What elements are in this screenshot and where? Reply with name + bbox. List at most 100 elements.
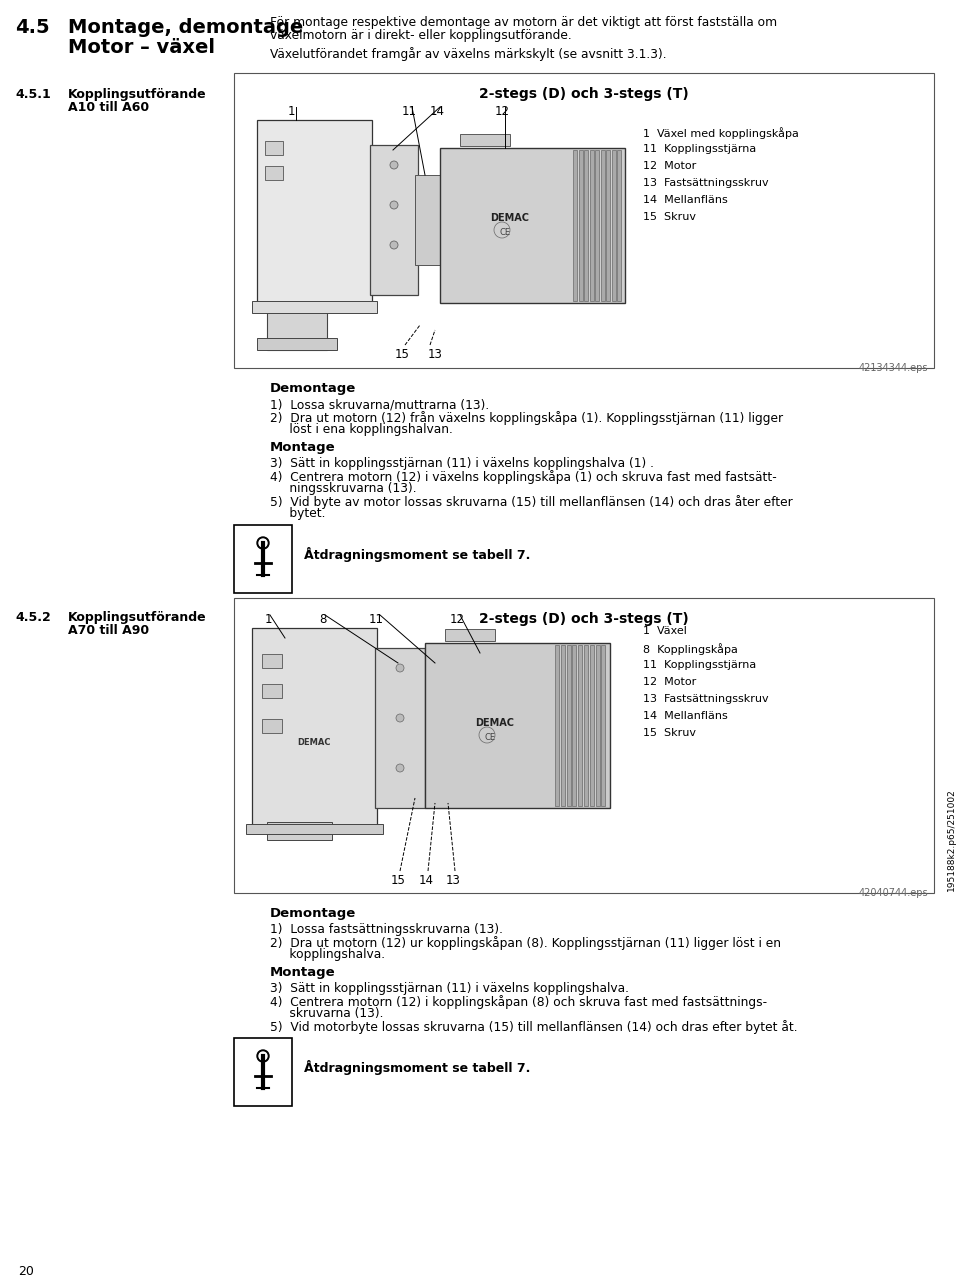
Bar: [566, 645, 570, 806]
Text: 1  Växel: 1 Växel: [643, 626, 686, 636]
Text: 12  Motor: 12 Motor: [643, 161, 696, 171]
Text: 14  Mellanfläns: 14 Mellanfläns: [643, 711, 728, 721]
Bar: [425, 643, 610, 808]
Text: 195188k2.p65/251002: 195188k2.p65/251002: [947, 789, 955, 891]
Bar: [572, 645, 576, 806]
Text: 4.5.1: 4.5.1: [15, 88, 51, 101]
Text: Motor – växel: Motor – växel: [68, 38, 215, 58]
Text: 2-stegs (D) och 3-stegs (T): 2-stegs (D) och 3-stegs (T): [479, 87, 689, 101]
Circle shape: [259, 539, 267, 547]
Text: 2)  Dra ut motorn (12) ur kopplingskåpan (8). Kopplingsstjärnan (11) ligger löst: 2) Dra ut motorn (12) ur kopplingskåpan …: [270, 935, 781, 950]
Text: DEMAC: DEMAC: [298, 737, 331, 748]
Text: löst i ena kopplingshalvan.: löst i ena kopplingshalvan.: [270, 423, 453, 436]
Text: CE: CE: [499, 227, 511, 236]
Bar: [234, 73, 934, 368]
Circle shape: [396, 714, 404, 722]
Bar: [578, 645, 582, 806]
Text: 1)  Lossa skruvarna/muttrarna (13).: 1) Lossa skruvarna/muttrarna (13).: [270, 397, 490, 412]
Text: 1  Växel med kopplingskåpa: 1 Växel med kopplingskåpa: [643, 127, 799, 139]
Text: 12: 12: [449, 613, 465, 626]
Text: Montage, demontage: Montage, demontage: [68, 18, 303, 37]
Text: 12: 12: [494, 105, 510, 118]
Bar: [555, 645, 559, 806]
Bar: [617, 150, 621, 302]
Text: 1: 1: [264, 613, 272, 626]
Bar: [252, 627, 377, 828]
Bar: [595, 150, 599, 302]
Circle shape: [390, 201, 398, 210]
Text: 5)  Vid motorbyte lossas skruvarna (15) till mellanflänsen (14) och dras efter b: 5) Vid motorbyte lossas skruvarna (15) t…: [270, 1020, 798, 1034]
Text: Växelutförandet framgår av växelns märkskylt (se avsnitt 3.1.3).: Växelutförandet framgår av växelns märks…: [270, 47, 666, 61]
Text: 3)  Sätt in kopplingsstjärnan (11) i växelns kopplingshalva (1) .: 3) Sätt in kopplingsstjärnan (11) i växe…: [270, 458, 654, 470]
Text: Demontage: Demontage: [270, 382, 356, 395]
Text: 11: 11: [369, 613, 383, 626]
Text: 4.5: 4.5: [15, 18, 50, 37]
Bar: [589, 645, 594, 806]
Text: Åtdragningsmoment se tabell 7.: Åtdragningsmoment se tabell 7.: [304, 547, 530, 562]
Bar: [589, 150, 593, 302]
Bar: [267, 822, 332, 840]
Bar: [584, 150, 588, 302]
Bar: [257, 337, 337, 350]
Text: 15: 15: [391, 874, 405, 887]
Text: Montage: Montage: [270, 966, 336, 979]
Text: 13: 13: [427, 348, 443, 360]
Bar: [262, 654, 282, 668]
Bar: [370, 144, 418, 295]
Text: För montage respektive demontage av motorn är det viktigt att först fastställa o: För montage respektive demontage av moto…: [270, 17, 778, 29]
Bar: [601, 645, 606, 806]
Text: 8  Kopplingskåpa: 8 Kopplingskåpa: [643, 643, 738, 654]
Bar: [440, 148, 625, 303]
Text: 42134344.eps: 42134344.eps: [858, 363, 928, 373]
Text: 2-stegs (D) och 3-stegs (T): 2-stegs (D) och 3-stegs (T): [479, 612, 689, 626]
Text: 20: 20: [18, 1265, 34, 1278]
Bar: [234, 1038, 292, 1105]
Text: A70 till A90: A70 till A90: [68, 624, 149, 636]
Text: 11: 11: [401, 105, 417, 118]
Text: kopplingshalva.: kopplingshalva.: [270, 948, 385, 961]
Bar: [415, 175, 440, 265]
Text: 3)  Sätt in kopplingsstjärnan (11) i växelns kopplingshalva.: 3) Sätt in kopplingsstjärnan (11) i växe…: [270, 982, 629, 996]
Text: Demontage: Demontage: [270, 907, 356, 920]
Circle shape: [390, 161, 398, 169]
Bar: [573, 150, 577, 302]
Bar: [262, 684, 282, 698]
Text: Åtdragningsmoment se tabell 7.: Åtdragningsmoment se tabell 7.: [304, 1059, 530, 1075]
Text: skruvarna (13).: skruvarna (13).: [270, 1007, 383, 1020]
Bar: [234, 525, 292, 593]
Text: 15  Skruv: 15 Skruv: [643, 212, 696, 222]
Text: bytet.: bytet.: [270, 507, 325, 520]
Bar: [595, 645, 600, 806]
Bar: [267, 305, 327, 350]
Bar: [375, 648, 425, 808]
Bar: [601, 150, 605, 302]
Text: 14: 14: [419, 874, 434, 887]
Text: 1: 1: [287, 105, 295, 118]
Text: CE: CE: [485, 734, 495, 743]
Text: DEMAC: DEMAC: [475, 718, 515, 728]
Bar: [246, 824, 383, 835]
Text: 1)  Lossa fastsättningsskruvarna (13).: 1) Lossa fastsättningsskruvarna (13).: [270, 923, 503, 935]
Bar: [606, 150, 610, 302]
Text: Kopplingsutförande: Kopplingsutförande: [68, 611, 206, 624]
Text: 4)  Centrera motorn (12) i kopplingskåpan (8) och skruva fast med fastsättnings-: 4) Centrera motorn (12) i kopplingskåpan…: [270, 996, 767, 1008]
Text: Montage: Montage: [270, 441, 336, 454]
Bar: [265, 141, 283, 155]
Bar: [252, 302, 377, 313]
Text: 2)  Dra ut motorn (12) från växelns kopplingskåpa (1). Kopplingsstjärnan (11) li: 2) Dra ut motorn (12) från växelns koppl…: [270, 412, 783, 426]
Text: 11  Kopplingsstjärna: 11 Kopplingsstjärna: [643, 144, 756, 155]
Text: A10 till A60: A10 till A60: [68, 101, 149, 114]
Text: 13: 13: [445, 874, 461, 887]
Bar: [561, 645, 564, 806]
Text: 15  Skruv: 15 Skruv: [643, 728, 696, 737]
Bar: [257, 120, 372, 305]
Bar: [262, 720, 282, 734]
Bar: [445, 629, 495, 642]
Circle shape: [396, 764, 404, 772]
Circle shape: [390, 242, 398, 249]
Text: 13  Fastsättningsskruv: 13 Fastsättningsskruv: [643, 178, 769, 188]
Text: 11  Kopplingsstjärna: 11 Kopplingsstjärna: [643, 659, 756, 670]
Circle shape: [257, 1051, 269, 1062]
Bar: [579, 150, 583, 302]
Text: 5)  Vid byte av motor lossas skruvarna (15) till mellanflänsen (14) och dras åte: 5) Vid byte av motor lossas skruvarna (1…: [270, 495, 793, 509]
